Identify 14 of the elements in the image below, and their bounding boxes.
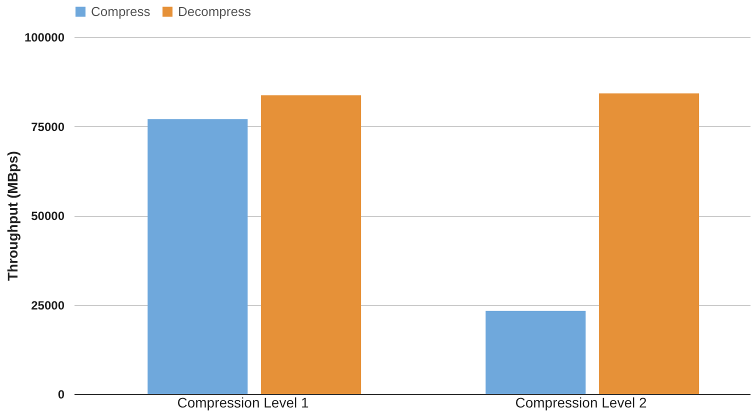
x-tick-label: Compression Level 2 [515, 394, 647, 410]
bar [599, 93, 700, 394]
y-tick-label: 50000 [31, 209, 65, 223]
bar [148, 119, 248, 394]
bar [261, 95, 362, 394]
legend-label: Compress [91, 4, 151, 19]
legend-label: Decompress [178, 4, 252, 19]
y-tick-label: 75000 [31, 120, 65, 134]
y-axis-title: Throughput (MBps) [4, 151, 20, 281]
bar [486, 310, 586, 394]
x-tick-label: Compression Level 1 [177, 394, 309, 410]
y-tick-label: 100000 [24, 30, 65, 44]
y-tick-label: 0 [58, 388, 65, 402]
y-tick-label: 25000 [31, 298, 65, 312]
